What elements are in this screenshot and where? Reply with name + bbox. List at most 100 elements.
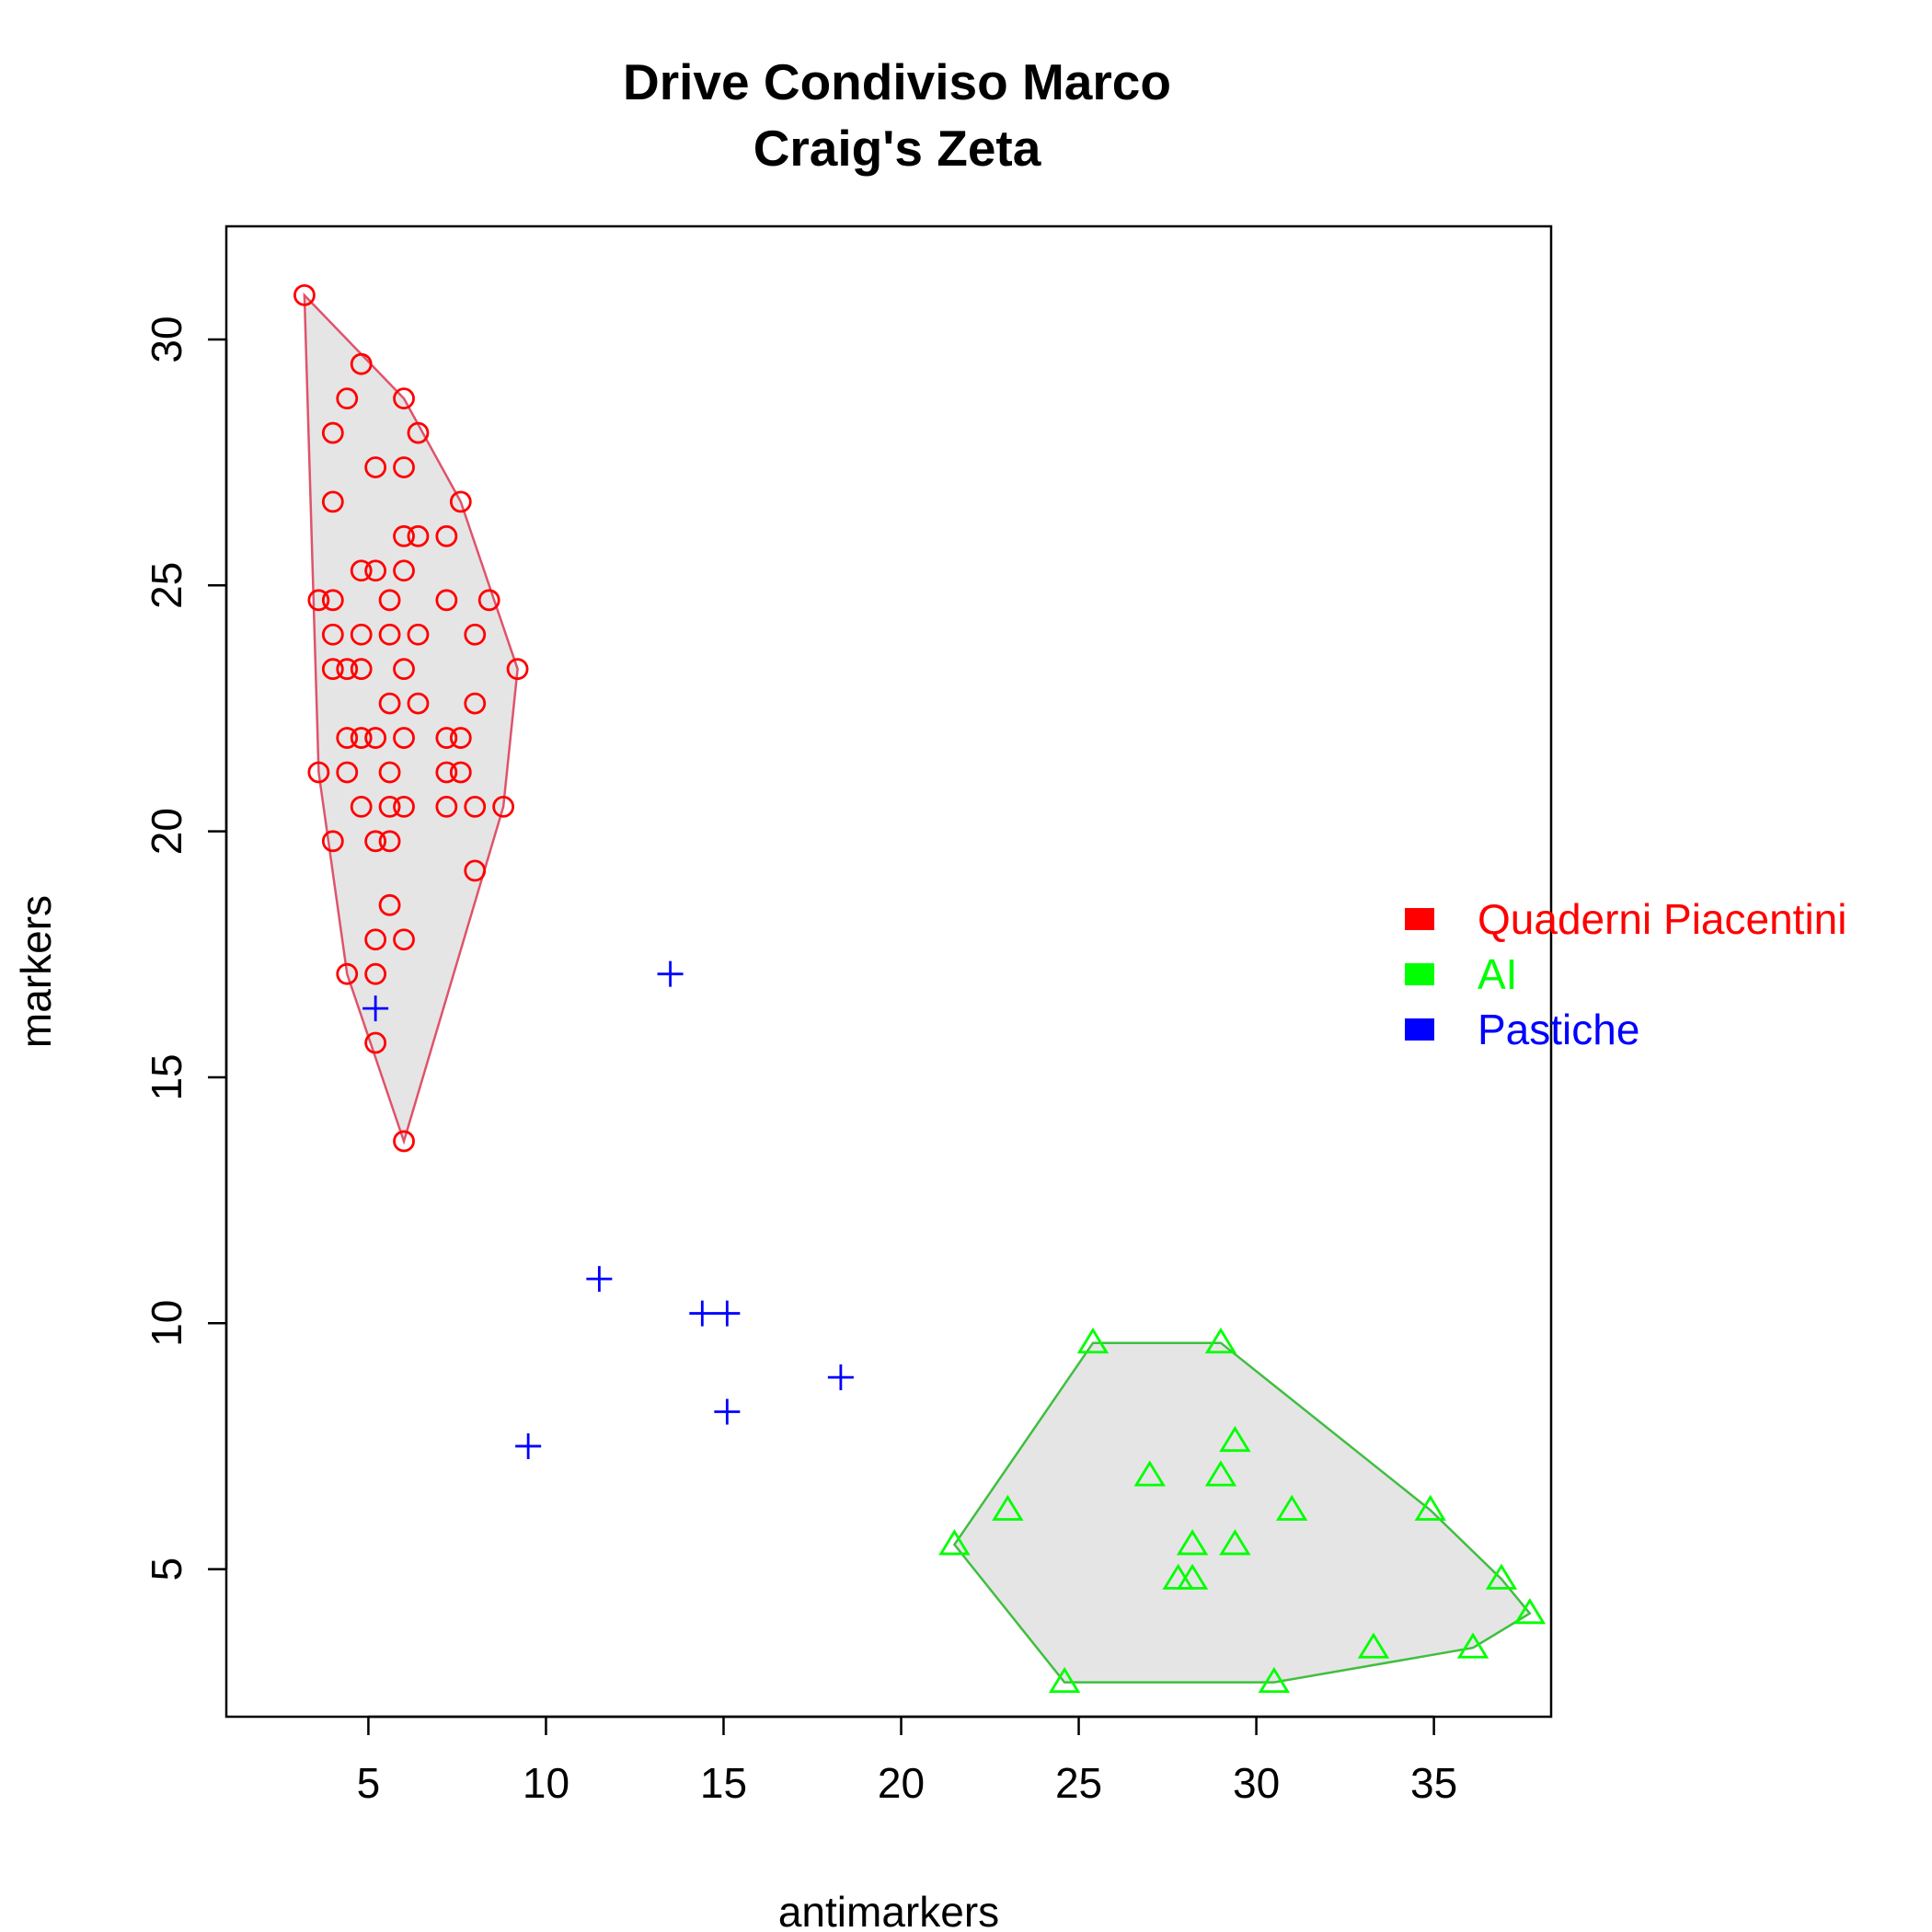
point-quaderni-piacentini	[307, 761, 330, 784]
point-quaderni-piacentini	[407, 623, 430, 646]
x-tick-label: 15	[700, 1759, 747, 1807]
point-quaderni-piacentini	[393, 928, 415, 951]
point-quaderni-piacentini	[364, 962, 387, 985]
point-pastiche	[657, 960, 684, 987]
point-ai	[1258, 1666, 1291, 1694]
point-quaderni-piacentini	[364, 559, 387, 582]
x-tick-label: 30	[1233, 1759, 1280, 1807]
point-quaderni-piacentini	[464, 623, 487, 646]
chart-title-line-2: Craig's Zeta	[753, 120, 1041, 177]
point-quaderni-piacentini	[364, 830, 387, 853]
y-axis-label: markers	[12, 895, 60, 1048]
point-ai	[1204, 1460, 1237, 1487]
point-quaderni-piacentini	[435, 761, 458, 784]
point-quaderni-piacentini	[336, 761, 359, 784]
point-ai	[1133, 1460, 1166, 1487]
y-tick-label: 30	[143, 316, 190, 362]
legend-swatch-ai	[1405, 963, 1434, 985]
point-quaderni-piacentini	[393, 1130, 415, 1153]
point-quaderni-piacentini	[364, 727, 387, 749]
point-quaderni-piacentini	[336, 962, 359, 985]
point-quaderni-piacentini	[321, 589, 344, 612]
legend: Quaderni Piacentini AI Pastiche	[1405, 895, 1846, 1053]
hull-ai	[952, 1341, 1532, 1684]
y-axis: 5 10 15 20 25 30	[143, 316, 228, 1581]
x-tick-label: 20	[878, 1759, 925, 1807]
point-quaderni-piacentini	[407, 524, 430, 547]
x-tick-label: 5	[357, 1759, 381, 1807]
hull-layer	[303, 292, 1532, 1684]
point-ai	[1048, 1666, 1081, 1694]
point-quaderni-piacentini	[350, 658, 373, 681]
point-quaderni-piacentini	[293, 283, 316, 306]
legend-label-pastiche: Pastiche	[1478, 1006, 1639, 1053]
point-quaderni-piacentini	[378, 795, 401, 818]
point-quaderni-piacentini	[336, 658, 359, 681]
point-quaderni-piacentini	[464, 692, 487, 715]
y-tick-label: 25	[143, 562, 190, 609]
point-quaderni-piacentini	[393, 524, 415, 547]
point-quaderni-piacentini	[378, 830, 401, 853]
chart-title-line-1: Drive Condiviso Marco	[623, 53, 1171, 110]
point-quaderni-piacentini	[393, 456, 415, 478]
point-quaderni-piacentini	[364, 928, 387, 951]
point-quaderni-piacentini	[378, 589, 401, 612]
point-quaderni-piacentini	[336, 727, 359, 749]
point-pastiche	[714, 1300, 741, 1327]
point-quaderni-piacentini	[506, 658, 529, 681]
point-quaderni-piacentini	[307, 589, 330, 612]
point-ai	[992, 1494, 1024, 1521]
point-quaderni-piacentini	[350, 727, 373, 749]
point-ai	[1485, 1563, 1518, 1590]
point-ai	[1204, 1327, 1237, 1354]
point-ai	[1176, 1563, 1209, 1590]
point-pastiche	[714, 1398, 741, 1425]
point-quaderni-piacentini	[435, 524, 458, 547]
point-quaderni-piacentini	[435, 795, 458, 818]
point-quaderni-piacentini	[364, 1031, 387, 1054]
point-ai	[1219, 1425, 1251, 1453]
point-quaderni-piacentini	[321, 658, 344, 681]
point-quaderni-piacentini	[321, 623, 344, 646]
point-ai	[1275, 1494, 1308, 1521]
y-tick-label: 15	[143, 1053, 190, 1100]
x-axis: 5 10 15 20 25 30 35	[357, 1715, 1457, 1807]
point-quaderni-piacentini	[435, 589, 458, 612]
point-ai	[1513, 1598, 1547, 1625]
point-quaderni-piacentini	[321, 830, 344, 853]
point-quaderni-piacentini	[350, 352, 373, 375]
x-tick-label: 25	[1055, 1759, 1102, 1807]
y-tick-label: 5	[143, 1558, 190, 1581]
point-quaderni-piacentini	[407, 421, 430, 444]
hull-quaderni-piacentini	[303, 292, 519, 1145]
point-ai	[1219, 1529, 1251, 1556]
point-pastiche	[827, 1364, 854, 1391]
point-quaderni-piacentini	[449, 761, 472, 784]
point-quaderni-piacentini	[393, 795, 415, 818]
x-tick-label: 10	[523, 1759, 569, 1807]
point-quaderni-piacentini	[407, 692, 430, 715]
point-quaderni-piacentini	[321, 490, 344, 513]
legend-label-ai: AI	[1478, 950, 1517, 998]
point-quaderni-piacentini	[321, 421, 344, 444]
point-quaderni-piacentini	[378, 623, 401, 646]
point-quaderni-piacentini	[449, 727, 472, 749]
point-quaderni-piacentini	[449, 490, 472, 513]
point-quaderni-piacentini	[350, 795, 373, 818]
point-pastiche	[362, 995, 389, 1022]
y-tick-label: 20	[143, 808, 190, 855]
point-pastiche	[515, 1432, 542, 1459]
legend-swatch-quaderni-piacentini	[1405, 908, 1434, 930]
point-quaderni-piacentini	[435, 727, 458, 749]
point-quaderni-piacentini	[378, 893, 401, 916]
legend-swatch-pastiche	[1405, 1018, 1434, 1041]
point-ai	[1414, 1494, 1446, 1521]
point-quaderni-piacentini	[350, 559, 373, 582]
point-quaderni-piacentini	[336, 387, 359, 410]
point-quaderni-piacentini	[364, 456, 387, 478]
point-pastiche	[689, 1300, 716, 1327]
point-quaderni-piacentini	[464, 795, 487, 818]
point-ai	[938, 1529, 971, 1556]
point-ai	[1076, 1327, 1110, 1354]
